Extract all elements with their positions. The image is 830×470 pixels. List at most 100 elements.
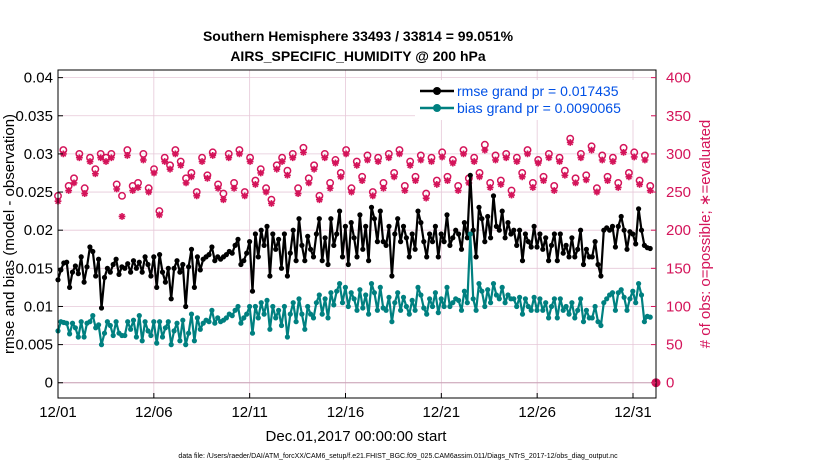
count-evaluated-86 [513,158,521,165]
series-0-point-116 [392,231,398,237]
series-1-point-177 [569,300,575,306]
count-evaluated-14 [129,187,137,194]
series-1-point-118 [398,307,404,313]
series-0-point-52 [206,252,212,258]
series-1-point-163 [528,307,534,313]
series-lines [55,172,653,348]
series-0-point-159 [517,227,523,233]
count-evaluated-92 [545,154,553,162]
count-evaluated-29 [209,152,217,159]
series-0-point-199 [633,241,639,247]
series-1-point-30 [142,319,148,325]
series-1-point-127 [424,311,430,317]
series-0-point-130 [432,223,438,229]
series-0-point-53 [209,244,215,250]
series-1-point-39 [168,342,174,348]
series-0-point-140 [461,220,467,226]
series-0-point-28 [136,259,142,265]
series-1-point-14 [96,322,102,328]
series-0-point-144 [473,254,479,260]
count-evaluated-68 [417,156,425,164]
series-0-point-70 [258,227,264,233]
count-evaluated-93 [550,187,558,194]
series-1-point-85 [302,326,308,332]
y-right-ticks: 0 50 100 150 200 250 300 350 400 [651,70,691,392]
count-evaluated-33 [230,184,238,192]
y-right-tick-label-0: 0 [666,375,674,392]
legend-bias-marker [433,104,441,112]
count-evaluated-102 [598,156,606,164]
y-right-tick-label-5: 250 [666,184,691,201]
series-1-point-185 [592,303,598,310]
series-1-point-140 [461,288,467,294]
count-evaluated-52 [332,159,339,167]
series-0-point-97 [337,208,343,214]
chart-title: Southern Hemisphere 33493 / 33814 = 99.0… [203,28,514,44]
series-0-point-76 [276,236,282,242]
count-evaluated-76 [460,150,467,158]
series-0-point-27 [133,265,139,271]
count-evaluated-84 [502,154,510,162]
series-1-point-41 [174,320,180,326]
series-1-point-187 [598,322,604,329]
series-0-point-23 [122,265,128,271]
series-0-point-3 [64,259,70,265]
series-0-point-67 [249,288,256,294]
series-0-point-43 [180,261,186,268]
series-1-point-159 [517,294,523,300]
series-1-point-173 [557,296,563,302]
series-0-point-149 [488,235,494,241]
series-0-point-107 [366,258,372,264]
series-0-point-74 [270,231,276,237]
series-0-point-72 [264,223,270,229]
legend: rmse grand pr = 0.017435 bias grand pr =… [415,80,651,120]
y-right-tick-label-2: 100 [666,298,691,315]
count-evaluated-110 [641,156,649,164]
count-evaluated-11 [113,185,121,193]
series-1-point-162 [525,303,531,310]
series-1-point-136 [450,300,456,306]
series-1-point-189 [604,296,610,302]
series-1-point-167 [540,307,546,313]
series-0-point-111 [377,208,383,214]
count-evaluated-5 [81,190,89,197]
series-1-point-54 [212,320,218,326]
count-evaluated-38 [257,169,265,177]
y-tick-label-2: 0.01 [24,298,53,315]
series-0-point-167 [540,246,546,252]
series-0-point-29 [139,269,145,275]
series-0-point-62 [235,236,241,242]
series-1-point-45 [186,330,192,336]
series-1-point-115 [389,319,395,325]
series-1-point-80 [287,311,293,317]
y-right-tick-label-7: 350 [666,108,691,125]
series-1-point-77 [278,322,285,329]
series-0-point-83 [296,216,302,222]
series-0-point-75 [273,246,279,252]
x-tick-label-6: 12/31 [614,404,652,421]
count-evaluated-15 [134,184,142,191]
count-evaluated-57 [358,177,366,185]
series-0-point-129 [429,239,436,245]
series-0-point-42 [177,269,183,275]
series-1-point-94 [328,290,334,296]
series-0-point-40 [171,265,177,271]
series-0-point-21 [116,271,122,277]
series-1-point-106 [363,292,369,298]
series-0-point-99 [342,223,348,229]
series-0-point-186 [595,261,601,268]
x-tick-label-1: 12/06 [135,404,173,421]
series-0-point-175 [563,242,569,248]
count-evaluated-10 [107,154,115,162]
series-1-point-125 [418,292,424,298]
series-0-point-187 [598,273,604,279]
series-0-point-145 [476,204,482,210]
series-1-point-70 [258,300,264,306]
y-right-tick-label-3: 150 [666,260,691,277]
series-0-point-117 [395,216,401,222]
series-0-point-204 [647,245,653,252]
series-1-point-126 [421,305,427,311]
series-0-point-134 [444,212,450,218]
series-1-point-6 [72,325,78,331]
series-1-point-99 [342,284,348,290]
